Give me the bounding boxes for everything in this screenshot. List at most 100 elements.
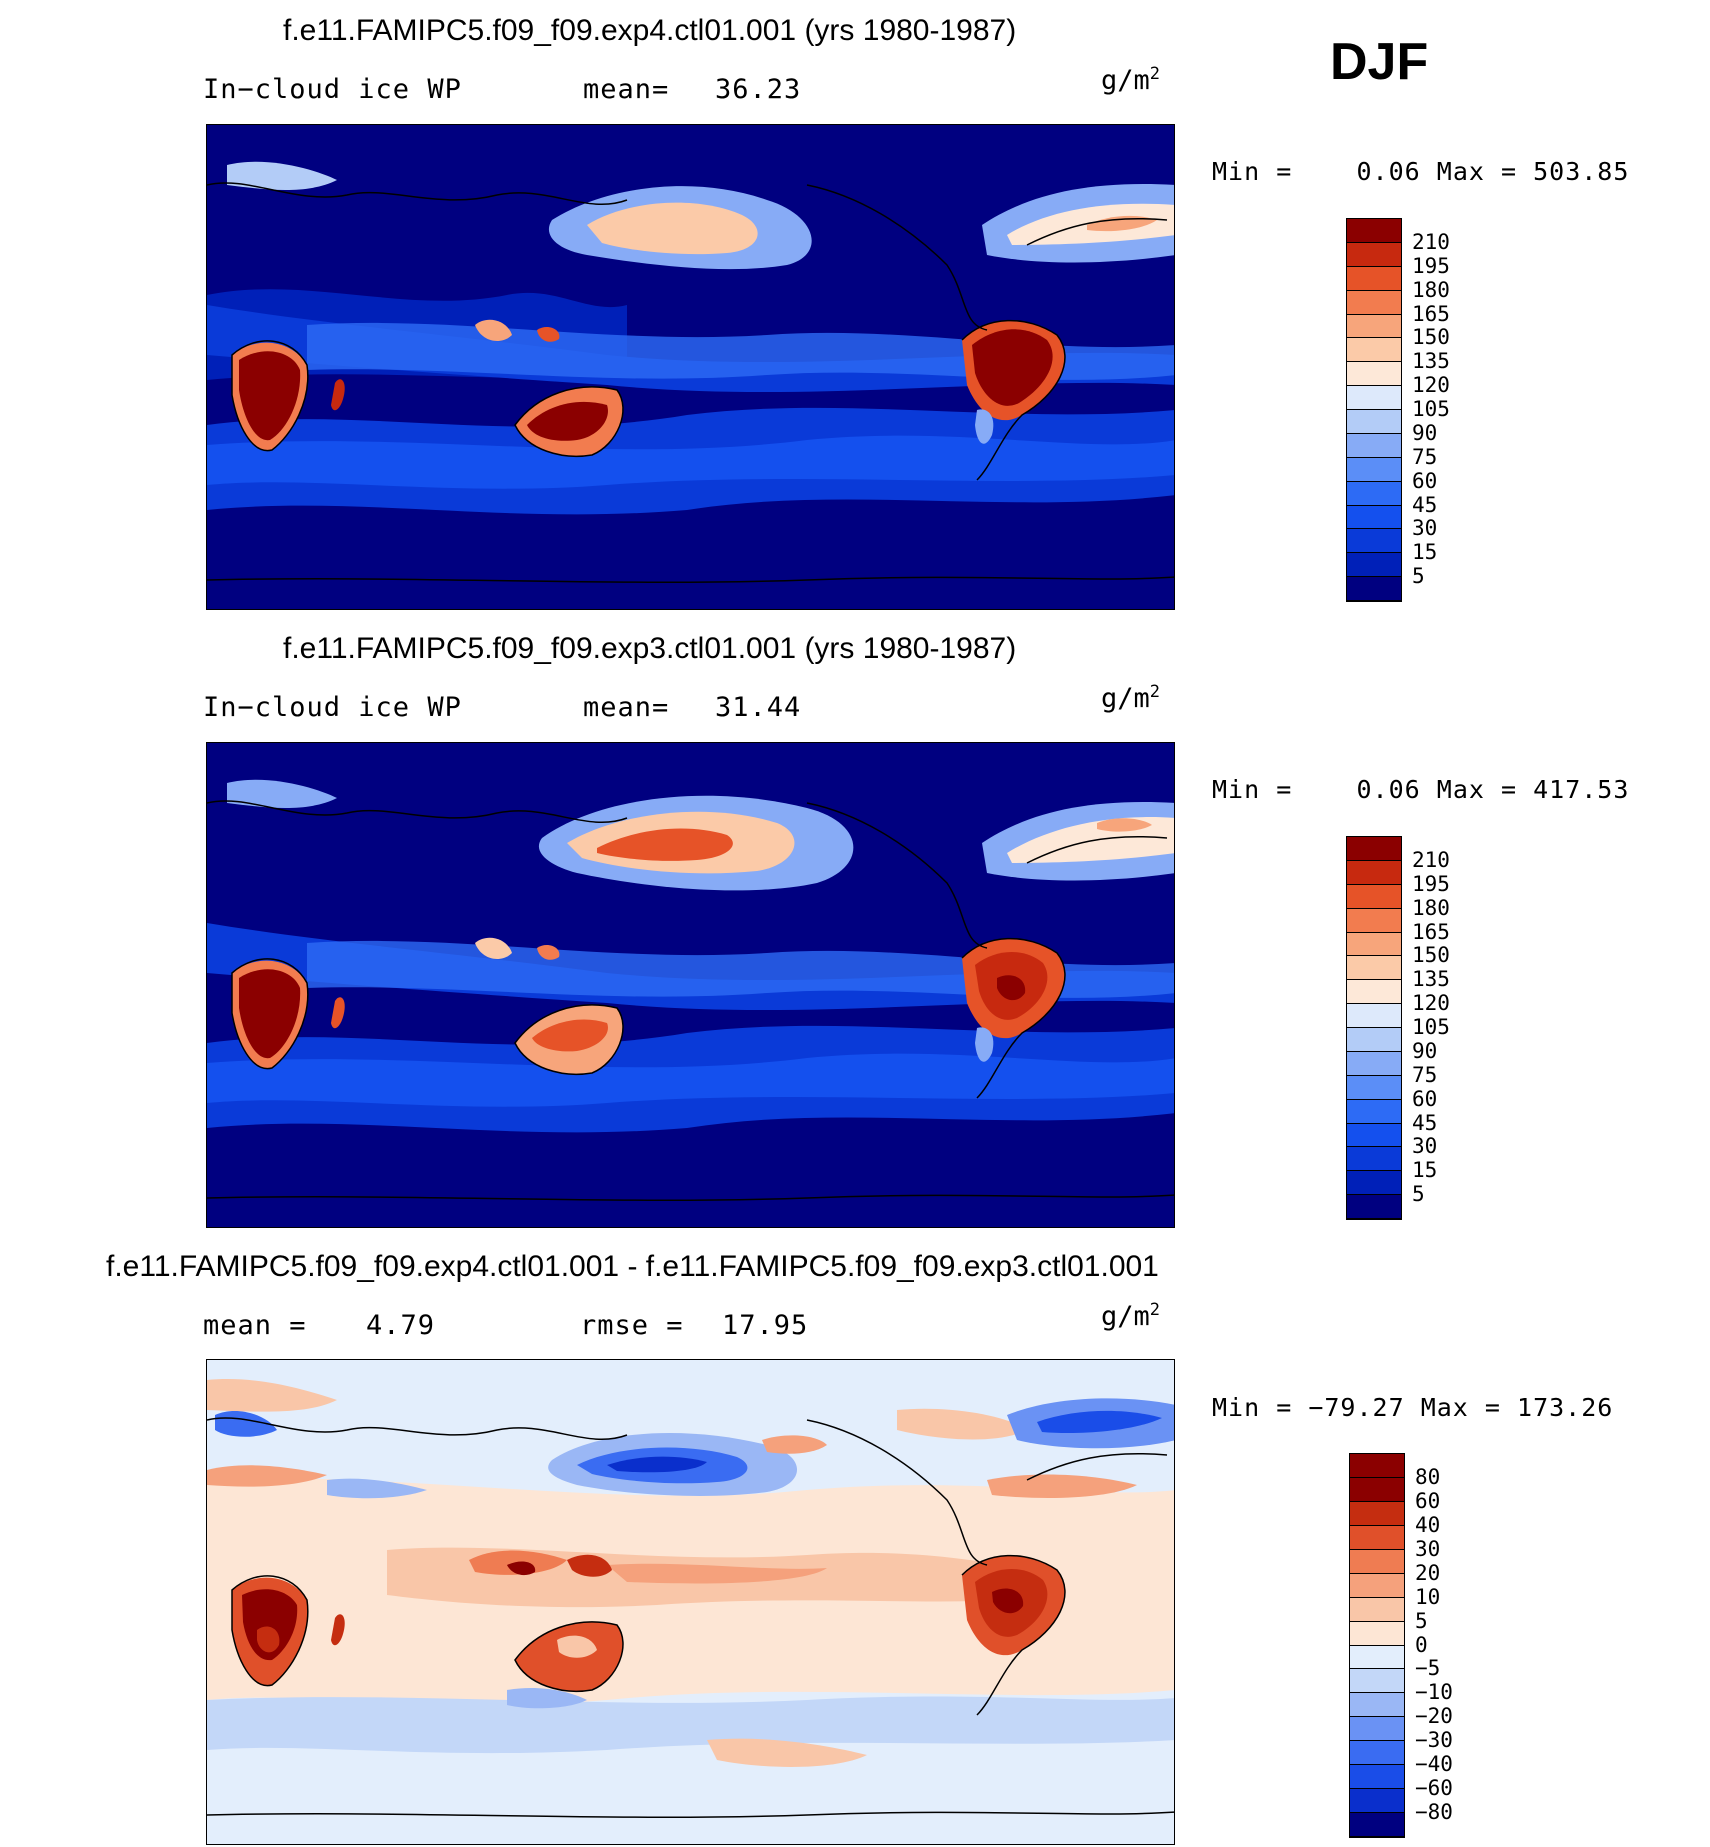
panel1-map [206,124,1175,610]
colorbar-segment [1347,1028,1401,1052]
colorbar-tick-label: 40 [1415,1512,1441,1537]
colorbar-tick-label: 30 [1412,516,1438,541]
panel2-colorbar-labels: 210 195 180 165 150 135 120 105 90 75 60 45 30 15 5 [1412,836,1482,1220]
colorbar-tick-label: 120 [1412,373,1450,398]
colorbar-segment [1350,1669,1404,1694]
colorbar-segment [1350,1501,1404,1526]
colorbar-tick-label: 5 [1412,564,1425,589]
colorbar-tick-label: −20 [1415,1704,1453,1729]
panel2-variable-label: In−cloud ice WP [203,692,462,723]
colorbar-tick-label: 30 [1415,1536,1441,1561]
colorbar-segment [1347,837,1401,861]
colorbar-segment [1347,1147,1401,1172]
panel1-mean-label: mean= [583,74,670,105]
panel3-rmse-value: 17.95 [722,1310,809,1341]
colorbar-segment [1350,1621,1404,1646]
panel3-title: f.e11.FAMIPC5.f09_f09.exp4.ctl01.001 - f… [106,1250,1159,1283]
panel2-mean-value: 31.44 [715,692,802,723]
colorbar-segment [1350,1741,1404,1766]
colorbar-segment [1347,1195,1401,1219]
colorbar-tick-label: 120 [1412,991,1450,1016]
colorbar-segment [1350,1813,1404,1837]
panel3-units: g/m2 [1101,1300,1161,1332]
colorbar-tick-label: 10 [1415,1584,1441,1609]
panel3-colorbar [1349,1453,1405,1838]
panel3-colorbar-labels: 80 60 40 30 20 10 5 0 −5 −10 −20 −30 −40 −60 −80 [1415,1453,1495,1838]
panel3-mean-value: 4.79 [366,1310,436,1341]
colorbar-segment [1347,1051,1401,1076]
colorbar-tick-label: 75 [1412,1062,1438,1087]
panel1-units: g/m2 [1101,64,1161,96]
colorbar-tick-label: 195 [1412,253,1450,278]
colorbar-tick-label: 135 [1412,349,1450,374]
colorbar-segment [1350,1717,1404,1742]
colorbar-segment [1350,1789,1404,1814]
panel2-colorbar [1346,836,1402,1220]
colorbar-tick-label: 150 [1412,943,1450,968]
panel1-colorbar-labels: 210 195 180 165 150 135 120 105 90 75 60 45 30 15 5 [1412,218,1482,602]
colorbar-segment [1347,481,1401,506]
colorbar-segment [1347,980,1401,1005]
colorbar-tick-label: 80 [1415,1464,1441,1489]
colorbar-tick-label: 15 [1412,1158,1438,1183]
colorbar-segment [1347,290,1401,315]
colorbar-tick-label: 105 [1412,397,1450,421]
colorbar-segment [1350,1525,1404,1550]
colorbar-segment [1347,362,1401,387]
colorbar-tick-label: −80 [1415,1800,1453,1825]
colorbar-tick-label: 60 [1412,1086,1438,1111]
colorbar-segment [1347,860,1401,885]
panel1-minmax: Min = 0.06 Max = 503.85 [1212,157,1630,186]
colorbar-tick-label: −5 [1415,1656,1441,1681]
colorbar-tick-label: 135 [1412,967,1450,992]
colorbar-segment [1347,932,1401,957]
colorbar-segment [1347,1171,1401,1196]
colorbar-tick-label: 210 [1412,229,1450,254]
panel2-units: g/m2 [1101,682,1161,714]
colorbar-segment [1350,1549,1404,1574]
colorbar-segment [1347,553,1401,578]
colorbar-segment [1350,1597,1404,1622]
colorbar-tick-label: 45 [1412,492,1438,517]
colorbar-segment [1347,1099,1401,1124]
colorbar-tick-label: 5 [1412,1182,1425,1207]
panel2-title: f.e11.FAMIPC5.f09_f09.exp3.ctl01.001 (yr… [283,632,1017,665]
colorbar-segment [1347,338,1401,363]
colorbar-tick-label: 5 [1415,1608,1428,1633]
panel2-minmax: Min = 0.06 Max = 417.53 [1212,775,1630,804]
colorbar-tick-label: 165 [1412,301,1450,326]
panel3-map [206,1359,1175,1845]
panel3-minmax: Min = −79.27 Max = 173.26 [1212,1393,1614,1422]
panel1-title: f.e11.FAMIPC5.f09_f09.exp4.ctl01.001 (yr… [283,14,1017,47]
colorbar-segment [1347,1004,1401,1028]
colorbar-tick-label: −40 [1415,1752,1453,1777]
panel2-mean-label: mean= [583,692,670,723]
colorbar-segment [1350,1693,1404,1718]
season-label: DJF [1330,33,1429,91]
colorbar-tick-label: 45 [1412,1110,1438,1135]
colorbar-tick-label: 90 [1412,420,1438,445]
colorbar-tick-label: 15 [1412,540,1438,565]
panel1-colorbar [1346,218,1402,602]
colorbar-segment [1347,1123,1401,1148]
colorbar-tick-label: −60 [1415,1776,1453,1801]
colorbar-segment [1347,266,1401,291]
colorbar-segment [1350,1454,1404,1478]
colorbar-tick-label: 180 [1412,895,1450,920]
panel1-variable-label: In−cloud ice WP [203,74,462,105]
colorbar-tick-label: 210 [1412,847,1450,872]
colorbar-segment [1350,1645,1404,1670]
colorbar-tick-label: 75 [1412,444,1438,469]
colorbar-tick-label: 60 [1412,468,1438,493]
colorbar-segment [1347,314,1401,339]
colorbar-tick-label: 165 [1412,919,1450,944]
panel1-mean-value: 36.23 [715,74,802,105]
colorbar-segment [1350,1765,1404,1790]
colorbar-tick-label: 105 [1412,1015,1450,1039]
colorbar-segment [1347,908,1401,933]
colorbar-segment [1347,219,1401,243]
colorbar-tick-label: 90 [1412,1038,1438,1063]
colorbar-segment [1347,956,1401,981]
colorbar-tick-label: 30 [1412,1134,1438,1159]
colorbar-tick-label: 0 [1415,1632,1428,1657]
